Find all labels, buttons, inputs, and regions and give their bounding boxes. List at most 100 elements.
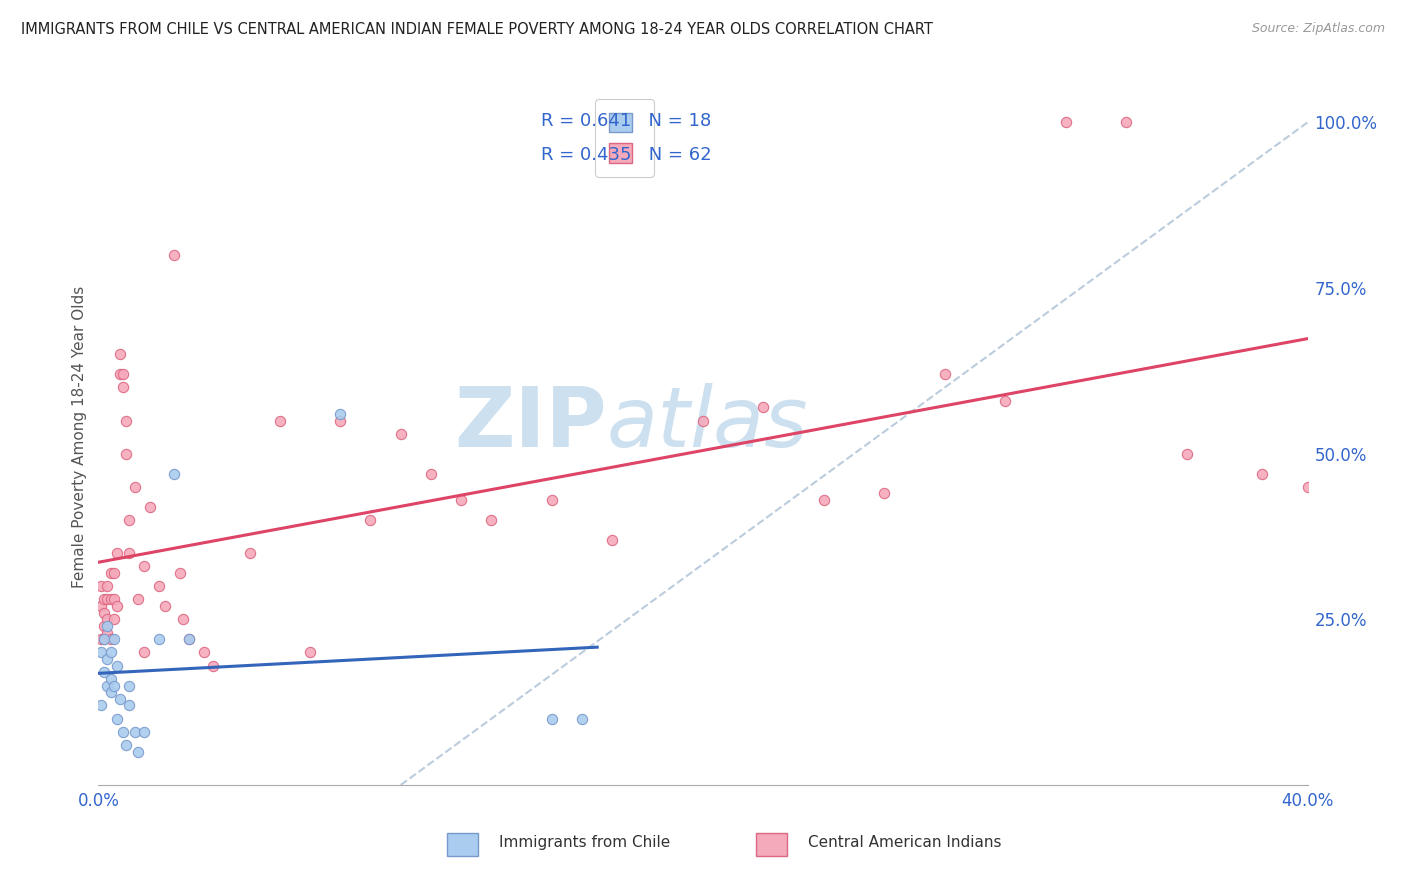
Point xyxy=(148,579,170,593)
Point xyxy=(132,559,155,574)
Point xyxy=(1054,115,1077,129)
Point xyxy=(96,619,118,633)
Point xyxy=(93,632,115,647)
Text: R = 0.641   N = 18: R = 0.641 N = 18 xyxy=(541,112,711,129)
Point xyxy=(96,679,118,693)
Point xyxy=(100,566,122,580)
Text: Central American Indians: Central American Indians xyxy=(808,836,1002,850)
Point xyxy=(1175,447,1198,461)
Point xyxy=(96,612,118,626)
Point xyxy=(163,467,186,481)
Point xyxy=(100,632,122,647)
Text: ZIP: ZIP xyxy=(454,383,606,464)
Point xyxy=(1251,467,1274,481)
Point xyxy=(114,738,136,752)
Point xyxy=(103,566,125,580)
Point xyxy=(127,745,149,759)
Text: R = 0.435   N = 62: R = 0.435 N = 62 xyxy=(541,146,711,164)
Point xyxy=(90,579,112,593)
Point xyxy=(96,592,118,607)
Point xyxy=(692,413,714,427)
Point xyxy=(172,612,194,626)
Point xyxy=(93,606,115,620)
Point xyxy=(93,592,115,607)
Point xyxy=(269,413,291,427)
Point xyxy=(103,632,125,647)
Point xyxy=(132,645,155,659)
Point xyxy=(148,632,170,647)
Point xyxy=(179,632,201,647)
Point xyxy=(105,599,128,613)
Point xyxy=(193,645,215,659)
Point xyxy=(389,426,412,441)
Point xyxy=(118,546,141,560)
Point xyxy=(96,652,118,666)
Point xyxy=(118,698,141,713)
Point xyxy=(111,380,134,394)
Point xyxy=(169,566,191,580)
Point xyxy=(571,712,593,726)
Point xyxy=(108,691,131,706)
Point xyxy=(90,599,112,613)
Point xyxy=(108,347,131,361)
Point xyxy=(111,725,134,739)
Point xyxy=(329,413,352,427)
Point xyxy=(111,367,134,381)
Legend: , : , xyxy=(595,99,654,177)
Point xyxy=(103,679,125,693)
Point xyxy=(239,546,262,560)
Point xyxy=(540,712,562,726)
Point xyxy=(139,500,162,514)
Point xyxy=(93,632,115,647)
Point xyxy=(105,658,128,673)
Text: IMMIGRANTS FROM CHILE VS CENTRAL AMERICAN INDIAN FEMALE POVERTY AMONG 18-24 YEAR: IMMIGRANTS FROM CHILE VS CENTRAL AMERICA… xyxy=(21,22,934,37)
Text: Immigrants from Chile: Immigrants from Chile xyxy=(499,836,671,850)
Point xyxy=(360,513,382,527)
Y-axis label: Female Poverty Among 18-24 Year Olds: Female Poverty Among 18-24 Year Olds xyxy=(72,286,87,588)
Text: Source: ZipAtlas.com: Source: ZipAtlas.com xyxy=(1251,22,1385,36)
Point xyxy=(752,401,775,415)
Point xyxy=(124,480,146,494)
Point xyxy=(96,579,118,593)
Point xyxy=(103,592,125,607)
Point xyxy=(108,367,131,381)
Point xyxy=(132,725,155,739)
Point xyxy=(163,248,186,262)
Point xyxy=(602,533,624,547)
Point xyxy=(153,599,176,613)
Point xyxy=(179,632,201,647)
Text: atlas: atlas xyxy=(606,383,808,464)
Point xyxy=(540,493,562,508)
Point xyxy=(450,493,472,508)
Point xyxy=(90,632,112,647)
Point xyxy=(299,645,322,659)
Point xyxy=(114,447,136,461)
Point xyxy=(90,645,112,659)
Point xyxy=(994,393,1017,408)
Point xyxy=(1115,115,1137,129)
Point xyxy=(420,467,443,481)
Point xyxy=(96,625,118,640)
Point xyxy=(105,546,128,560)
Point xyxy=(100,592,122,607)
Point xyxy=(100,672,122,686)
Point xyxy=(103,612,125,626)
Point xyxy=(90,698,112,713)
Point xyxy=(934,367,956,381)
Point xyxy=(100,645,122,659)
Point xyxy=(481,513,503,527)
Point xyxy=(118,679,141,693)
Point xyxy=(873,486,896,500)
Point xyxy=(813,493,835,508)
Point xyxy=(118,513,141,527)
Point xyxy=(329,407,352,421)
Point xyxy=(127,592,149,607)
Point xyxy=(93,619,115,633)
Point xyxy=(100,685,122,699)
Point xyxy=(202,658,225,673)
Point xyxy=(105,712,128,726)
Point xyxy=(1296,480,1319,494)
Point xyxy=(114,413,136,427)
Point xyxy=(93,665,115,680)
Point xyxy=(124,725,146,739)
